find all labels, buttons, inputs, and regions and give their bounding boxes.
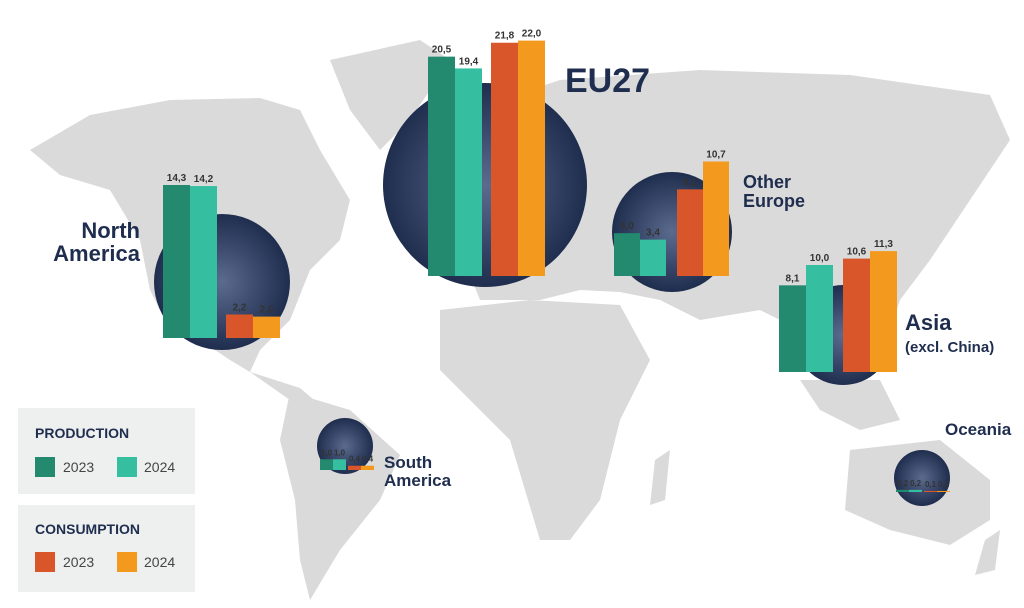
legend-label: 2023: [63, 459, 94, 475]
region-title: EU27: [565, 62, 650, 100]
legend-swatch: [117, 457, 137, 477]
legend-box: [18, 505, 195, 592]
legend-swatch: [35, 552, 55, 572]
bar: [640, 239, 666, 276]
legend-swatch: [117, 552, 137, 572]
legend-title: CONSUMPTION: [35, 521, 140, 537]
value-label: 10,6: [847, 247, 867, 258]
value-label: 22,0: [522, 29, 542, 40]
bar: [361, 465, 374, 470]
region-title: Oceania: [945, 420, 1012, 439]
bar: [614, 233, 640, 276]
legend-title: PRODUCTION: [35, 425, 129, 441]
bar: [333, 459, 346, 470]
value-label: 2,0: [260, 305, 274, 316]
region-title: America: [53, 241, 141, 266]
value-label: 4,0: [620, 221, 634, 232]
bar: [518, 40, 545, 276]
value-label: 8,1: [786, 273, 800, 284]
bar: [779, 285, 806, 372]
bar: [937, 490, 950, 492]
region-title: America: [384, 471, 452, 490]
value-label: 1,0: [334, 448, 346, 457]
bar: [190, 186, 217, 338]
bar: [320, 459, 333, 470]
region-subtitle: (excl. China): [905, 339, 994, 356]
bar: [455, 68, 482, 276]
bar: [909, 489, 922, 492]
value-label: 14,3: [167, 173, 187, 184]
region-title: North: [81, 218, 140, 243]
value-label: 0,4: [349, 455, 361, 464]
bar: [924, 490, 937, 492]
value-label: 1,0: [321, 448, 333, 457]
bar: [491, 42, 518, 276]
value-label: 20,5: [432, 45, 452, 56]
value-label: 10,7: [706, 150, 726, 161]
value-label: 0,4: [362, 455, 374, 464]
legend: PRODUCTION 2023 2024 CONSUMPTION 2023 20…: [18, 408, 195, 592]
bar: [806, 265, 833, 372]
region-title: Other: [743, 172, 791, 192]
value-label: 0,2: [897, 479, 909, 488]
bar: [703, 161, 729, 276]
bar: [163, 184, 190, 338]
region-title: Europe: [743, 191, 805, 211]
value-label: 21,8: [495, 31, 515, 42]
value-label: 0,2: [910, 479, 922, 488]
value-label: 8,1: [683, 177, 697, 188]
bar: [896, 489, 909, 492]
legend-label: 2024: [144, 459, 175, 475]
bar: [428, 56, 455, 277]
value-label: 10,0: [810, 253, 830, 264]
legend-box: [18, 408, 195, 494]
bar: [253, 316, 280, 338]
region-circle: [383, 83, 587, 287]
value-label: 0,1: [938, 480, 950, 489]
bar: [677, 189, 703, 276]
region-title: South: [384, 453, 432, 472]
value-label: 2,2: [233, 302, 247, 313]
legend-label: 2023: [63, 554, 94, 570]
bar: [348, 465, 361, 470]
bar: [870, 251, 897, 372]
bar: [843, 258, 870, 372]
value-label: 3,4: [646, 228, 660, 239]
bar: [226, 314, 253, 338]
value-label: 19,4: [459, 56, 479, 67]
region-title: Asia: [905, 310, 952, 335]
value-label: 11,3: [874, 239, 893, 250]
value-label: 0,1: [925, 480, 937, 489]
legend-label: 2024: [144, 554, 175, 570]
legend-swatch: [35, 457, 55, 477]
value-label: 14,2: [194, 174, 214, 185]
